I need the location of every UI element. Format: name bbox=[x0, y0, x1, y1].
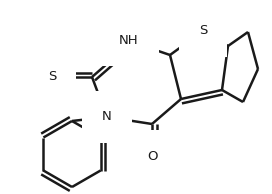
Text: NH: NH bbox=[119, 34, 139, 47]
Text: S: S bbox=[48, 70, 56, 83]
Text: N: N bbox=[102, 111, 112, 124]
Text: S: S bbox=[199, 24, 207, 37]
Text: O: O bbox=[147, 150, 157, 163]
